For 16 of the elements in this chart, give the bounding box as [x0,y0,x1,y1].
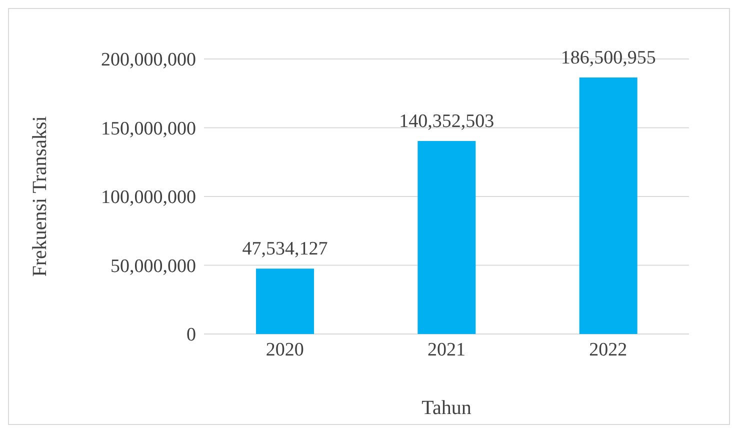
x-axis-title: Tahun [422,397,472,419]
y-tick-label: 50,000,000 [110,256,196,277]
x-tick-label: 2022 [589,339,628,360]
x-tick-label: 2021 [428,339,466,360]
y-tick-label: 200,000,000 [101,50,196,71]
data-label: 140,352,503 [399,111,494,132]
y-axis-title: Frekuensi Transaksi [29,116,52,277]
y-tick-label: 150,000,000 [101,118,196,140]
y-tick-label: 0 [186,324,196,346]
data-label: 186,500,955 [560,48,656,69]
x-tick-label: 2020 [266,339,304,360]
data-label: 47,534,127 [242,238,328,260]
bar [256,268,314,334]
bar [579,78,638,334]
y-tick-label: 100,000,000 [101,187,196,208]
bar [418,141,476,334]
